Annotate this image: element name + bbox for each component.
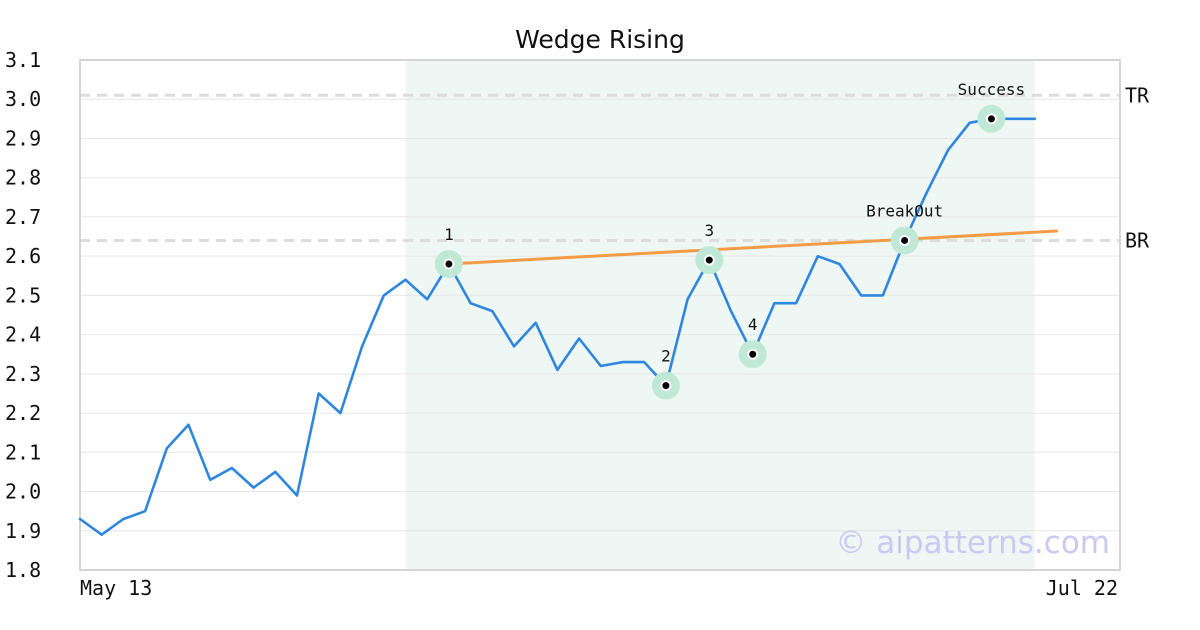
- horizontal-lines-layer: TR BR: [80, 83, 1150, 252]
- x-tick-end: Jul 22: [1046, 576, 1118, 600]
- y-tick-label: 1.9: [5, 519, 41, 543]
- point-marker: [747, 348, 759, 360]
- y-tick-label: 2.7: [5, 205, 41, 229]
- chart-title: Wedge Rising: [515, 25, 685, 54]
- point-label: BreakOut: [866, 201, 943, 220]
- pattern-points-layer: 1 2 3 4 BreakOut Success: [434, 80, 1025, 400]
- y-tick-label: 3.1: [5, 48, 41, 72]
- pattern-region-layer: [405, 60, 1035, 570]
- point-marker: [703, 254, 715, 266]
- y-tick-label: 2.5: [5, 283, 41, 307]
- point-marker: [443, 258, 455, 270]
- point-marker: [660, 380, 672, 392]
- point-label: 2: [661, 347, 671, 366]
- y-tick-label: 1.8: [5, 558, 41, 582]
- trendline-layer: [447, 229, 1058, 266]
- reference-label-tr: TR: [1125, 83, 1150, 107]
- y-tick-label: 3.0: [5, 87, 41, 111]
- point-marker: [985, 113, 997, 125]
- plot-frame: [79, 59, 1121, 571]
- point-label: 1: [444, 225, 454, 244]
- y-axis-ticks: 1.8 1.9 2.0 2.1 2.2 2.3 2.4 2.5 2.6 2.7 2.8 2.9 3.0 3…: [5, 48, 41, 582]
- point-marker: [899, 234, 911, 246]
- point-label: 4: [748, 315, 758, 334]
- series-line: [78, 117, 1037, 537]
- watermark: © aipatterns.com: [835, 525, 1110, 561]
- y-tick-label: 2.1: [5, 440, 41, 464]
- y-tick-label: 2.3: [5, 362, 41, 386]
- y-tick-label: 2.0: [5, 480, 41, 504]
- y-tick-label: 2.8: [5, 166, 41, 190]
- y-tick-label: 2.4: [5, 323, 41, 347]
- x-tick-start: May 13: [80, 576, 152, 600]
- y-tick-label: 2.2: [5, 401, 41, 425]
- series-layer: [78, 117, 1037, 537]
- reference-label-br: BR: [1125, 228, 1150, 252]
- trendline: [447, 229, 1058, 266]
- y-tick-label: 2.6: [5, 244, 41, 268]
- point-label: Success: [958, 80, 1025, 99]
- y-tick-label: 2.9: [5, 126, 41, 150]
- pattern-region: [405, 60, 1035, 570]
- point-label: 3: [704, 221, 714, 240]
